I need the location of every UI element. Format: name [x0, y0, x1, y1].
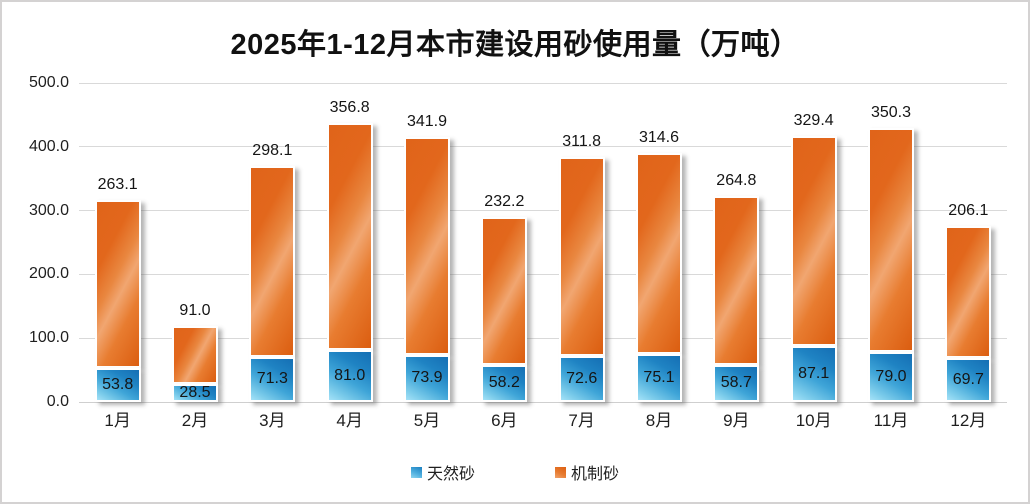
machine-sand-value-label: 329.4 — [793, 112, 834, 130]
natural-sand-value-label: 71.3 — [256, 370, 288, 388]
machine-sand-value-label: 350.3 — [870, 104, 912, 122]
legend-label: 机制砂 — [571, 466, 620, 483]
legend-item[interactable]: 天然砂 — [410, 460, 475, 484]
bar-segment-natural-sand[interactable]: 79.0 — [868, 351, 914, 402]
bar-segment-machine-sand[interactable] — [945, 226, 992, 358]
bar-segment-machine-sand[interactable] — [636, 153, 682, 355]
machine-sand-value-label: 356.8 — [329, 98, 370, 116]
bar-stack[interactable]: 87.1 — [790, 136, 837, 402]
y-tick-label: 0.0 — [46, 393, 69, 410]
machine-sand-value-label: 232.2 — [484, 192, 525, 210]
legend-swatch-icon — [555, 466, 566, 478]
bar-segment-natural-sand[interactable]: 58.2 — [481, 364, 528, 402]
natural-sand-value-label: 58.7 — [720, 374, 752, 392]
natural-sand-value-label: 81.0 — [334, 367, 366, 385]
x-tick-label: 9月 — [723, 411, 750, 430]
natural-sand-value-label: 69.7 — [952, 370, 984, 388]
bar-stack[interactable]: 73.9 — [404, 136, 450, 402]
y-tick-label: 500.0 — [28, 74, 69, 91]
gridline — [79, 273, 1007, 275]
x-tick-label: 3月 — [259, 411, 286, 430]
machine-sand-value-label: 314.6 — [638, 129, 680, 147]
natural-sand-value-label: 87.1 — [798, 365, 830, 383]
machine-sand-value-label: 341.9 — [406, 112, 448, 130]
bar-stack[interactable]: 58.2 — [481, 216, 528, 402]
bar-segment-natural-sand[interactable]: 28.5 — [172, 383, 218, 402]
bar-segment-machine-sand[interactable] — [326, 122, 373, 351]
bar-stack[interactable]: 69.7 — [945, 226, 992, 402]
x-tick-label: 8月 — [645, 411, 673, 430]
x-axis-line — [79, 401, 1007, 403]
machine-sand-value-label: 298.1 — [252, 142, 293, 160]
x-tick-label: 6月 — [491, 411, 518, 430]
bar-segment-natural-sand[interactable]: 58.7 — [713, 364, 760, 402]
x-tick-label: 2月 — [181, 411, 209, 430]
natural-sand-value-label: 79.0 — [875, 367, 907, 385]
legend: 天然砂 机制砂 — [2, 460, 1028, 484]
bar-segment-machine-sand[interactable] — [868, 128, 914, 352]
bar-segment-natural-sand[interactable]: 87.1 — [790, 346, 837, 402]
bar-stack[interactable]: 28.5 — [172, 325, 218, 402]
natural-sand-value-label: 28.5 — [179, 383, 211, 401]
bar-stack[interactable]: 79.0 — [868, 128, 914, 402]
natural-sand-value-label: 72.6 — [566, 369, 598, 387]
bar-segment-machine-sand[interactable] — [558, 156, 605, 356]
bar-segment-natural-sand[interactable]: 73.9 — [404, 354, 450, 402]
gridline — [79, 82, 1007, 84]
bar-stack[interactable]: 72.6 — [558, 156, 605, 402]
natural-sand-value-label: 75.1 — [643, 369, 675, 387]
x-tick-label: 7月 — [568, 411, 595, 430]
y-tick-label: 300.0 — [28, 201, 69, 219]
machine-sand-value-label: 91.0 — [179, 301, 211, 319]
natural-sand-value-label: 58.2 — [488, 374, 520, 392]
gridline — [79, 210, 1007, 212]
y-tick-label: 200.0 — [28, 265, 69, 283]
bar-segment-machine-sand[interactable] — [790, 136, 837, 347]
bar-stack[interactable]: 58.7 — [713, 195, 760, 402]
bar-segment-natural-sand[interactable]: 81.0 — [326, 350, 373, 402]
x-tick-label: 11月 — [873, 411, 909, 430]
bar-segment-natural-sand[interactable]: 69.7 — [945, 357, 992, 402]
x-tick-label: 12月 — [950, 411, 987, 430]
bar-segment-machine-sand[interactable] — [404, 136, 450, 355]
legend-item[interactable]: 机制砂 — [555, 460, 619, 484]
y-tick-label: 100.0 — [28, 329, 69, 347]
bar-segment-machine-sand[interactable] — [481, 216, 528, 365]
bar-segment-machine-sand[interactable] — [713, 195, 760, 365]
y-tick-label: 400.0 — [28, 137, 69, 155]
x-tick-label: 4月 — [336, 411, 363, 430]
bar-segment-natural-sand[interactable]: 72.6 — [558, 355, 605, 402]
chart-title: 2025年1-12月本市建设用砂使用量（万吨） — [230, 29, 800, 61]
bar-stack[interactable]: 71.3 — [249, 166, 296, 402]
bar-segment-machine-sand[interactable] — [94, 199, 141, 368]
machine-sand-value-label: 264.8 — [716, 171, 757, 189]
x-tick-label: 10月 — [795, 411, 832, 430]
x-tick-label: 1月 — [104, 411, 131, 430]
bar-stack[interactable]: 81.0 — [326, 122, 373, 402]
machine-sand-value-label: 206.1 — [948, 202, 989, 220]
bar-segment-machine-sand[interactable] — [172, 325, 218, 384]
bar-segment-natural-sand[interactable]: 53.8 — [94, 367, 141, 402]
legend-swatch-icon — [410, 466, 422, 478]
bar-segment-natural-sand[interactable]: 71.3 — [249, 356, 296, 402]
gridline — [79, 146, 1007, 148]
legend-label: 天然砂 — [426, 466, 475, 483]
bar-stack[interactable]: 75.1 — [636, 153, 682, 402]
bar-segment-natural-sand[interactable]: 75.1 — [636, 354, 682, 402]
x-tick-label: 5月 — [413, 411, 441, 430]
machine-sand-value-label: 311.8 — [562, 132, 602, 150]
machine-sand-value-label: 263.1 — [97, 175, 138, 193]
gridline — [79, 337, 1007, 339]
natural-sand-value-label: 73.9 — [411, 369, 443, 387]
bar-segment-machine-sand[interactable] — [249, 166, 296, 357]
bar-stack[interactable]: 53.8 — [94, 199, 141, 402]
natural-sand-value-label: 53.8 — [102, 375, 134, 393]
